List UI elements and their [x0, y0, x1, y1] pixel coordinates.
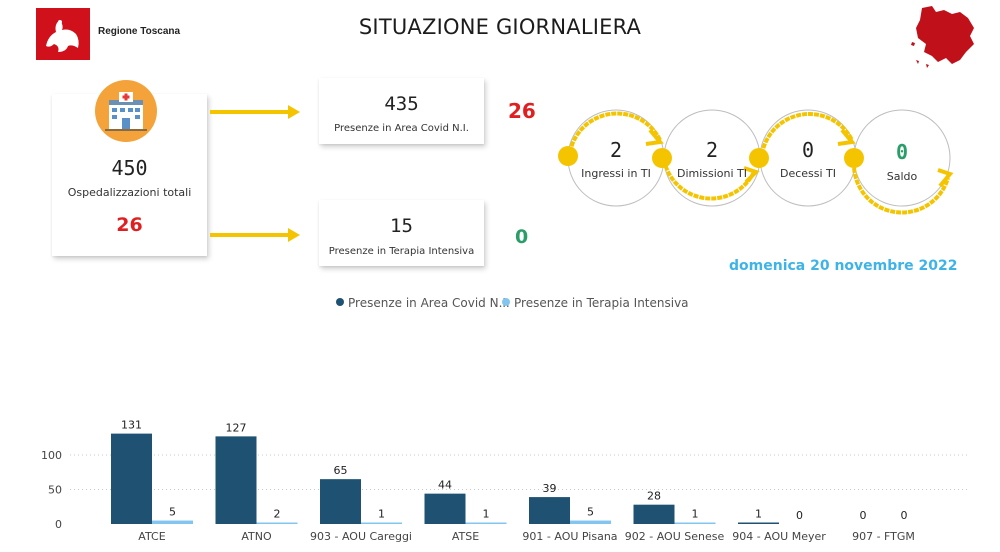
data-label: 1 — [483, 508, 490, 521]
x-tick-label: 903 - AOU Careggi — [310, 530, 412, 543]
covid-area-delta: 26 — [508, 99, 536, 123]
x-tick-label: ATNO — [241, 530, 272, 543]
page-title: SITUAZIONE GIORNALIERA — [358, 15, 642, 39]
bar-covid — [529, 497, 570, 524]
total-hospitalizations-value: 450 — [111, 156, 148, 180]
bar-covid — [738, 522, 779, 524]
tuscany-map-icon — [908, 2, 980, 70]
arrow-right-icon — [210, 228, 300, 242]
legend-item-ti: Presenze in Terapia Intensiva — [502, 296, 689, 310]
total-hospitalizations-delta: 26 — [116, 214, 143, 236]
covid-area-card — [319, 78, 484, 144]
intensive-care-label: Presenze in Terapia Intensiva — [328, 246, 475, 257]
icu-deaths-value: 0 — [801, 138, 815, 162]
region-name: Regione Toscana — [98, 26, 181, 37]
legend-label-covid: Presenze in Area Covid N.I. — [348, 296, 510, 310]
x-tick-label: 907 - FTGM — [852, 530, 915, 543]
y-tick-label: 0 — [55, 518, 62, 531]
data-label: 1 — [755, 508, 762, 521]
data-label: 44 — [438, 479, 452, 492]
data-label: 0 — [796, 509, 803, 522]
intensive-care-delta: 0 — [515, 226, 529, 248]
icu-admissions-label: Ingressi in TI — [581, 167, 651, 180]
data-label: 5 — [169, 506, 176, 519]
total-hospitalizations-label: Ospedalizzazioni totali — [67, 186, 192, 199]
covid-area-value: 435 — [384, 93, 419, 115]
bar-ti — [570, 520, 611, 524]
data-label: 0 — [860, 509, 867, 522]
hospital-icon — [95, 80, 157, 142]
arrow-right-icon — [210, 105, 300, 119]
data-label: 28 — [647, 490, 661, 503]
icu-balance-label: Saldo — [886, 170, 918, 183]
icu-discharges-label: Dimissioni TI — [676, 167, 748, 180]
x-tick-label: 904 - AOU Meyer — [732, 530, 826, 543]
bar-covid — [111, 433, 152, 524]
legend-swatch-covid — [336, 298, 344, 306]
data-label: 5 — [587, 506, 594, 519]
data-label: 39 — [543, 482, 557, 495]
data-label: 1 — [692, 508, 699, 521]
icu-admissions-value: 2 — [609, 138, 623, 162]
legend-item-covid: Presenze in Area Covid N.I. — [336, 296, 510, 310]
bar-covid — [215, 436, 257, 524]
bar-ti — [152, 520, 193, 524]
data-label: 127 — [226, 421, 247, 434]
intensive-care-card — [319, 200, 484, 266]
icu-discharges-value: 2 — [705, 138, 719, 162]
x-tick-label: 901 - AOU Pisana — [522, 530, 617, 543]
legend-label-ti: Presenze in Terapia Intensiva — [514, 296, 689, 310]
data-label: 65 — [334, 464, 348, 477]
data-label: 131 — [121, 419, 142, 432]
x-tick-label: 902 - AOU Senese — [625, 530, 725, 543]
covid-area-label: Presenze in Area Covid N.I. — [334, 123, 469, 134]
icu-flow-diagram — [558, 109, 954, 215]
legend-swatch-ti — [502, 298, 510, 306]
regione-toscana-logo — [36, 8, 90, 60]
data-label: 0 — [901, 509, 908, 522]
bar-covid — [320, 479, 361, 524]
bar-ti — [256, 522, 298, 524]
x-tick-label: ATCE — [138, 530, 165, 543]
y-tick-label: 100 — [41, 449, 62, 462]
bar-covid — [424, 493, 466, 524]
icu-deaths-label: Decessi TI — [779, 167, 837, 180]
icu-balance-value: 0 — [895, 140, 909, 164]
bar-ti — [465, 522, 507, 524]
intensive-care-value: 15 — [390, 215, 413, 237]
data-label: 1 — [378, 508, 385, 521]
bar-ti — [674, 522, 716, 524]
y-tick-label: 50 — [48, 484, 62, 497]
report-date: domenica 20 novembre 2022 — [729, 258, 958, 274]
x-tick-label: ATSE — [452, 530, 479, 543]
bar-ti — [361, 522, 402, 524]
bar-covid — [633, 504, 675, 524]
data-label: 2 — [274, 508, 281, 521]
